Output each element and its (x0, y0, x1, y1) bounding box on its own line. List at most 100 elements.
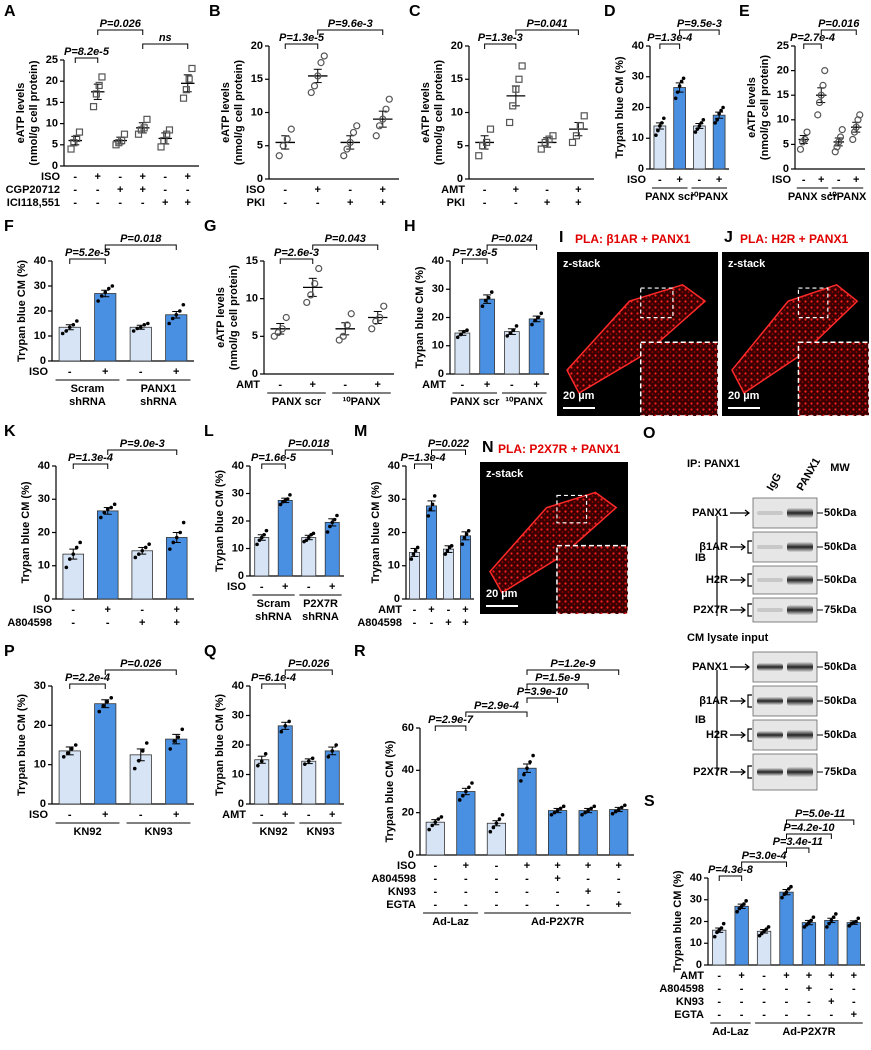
condition-label: KN93 (388, 886, 416, 898)
condition-sign: - (762, 1009, 766, 1021)
ip-label: IP: PANX1 (687, 458, 740, 470)
data-point (306, 759, 311, 764)
error-bar (483, 294, 492, 304)
condition-sign: + (783, 970, 789, 982)
band (757, 511, 783, 515)
data-point (679, 79, 684, 84)
cell-signal (566, 283, 707, 395)
data-point (549, 812, 554, 817)
condition-label: AMT (378, 604, 402, 616)
data-point (856, 916, 861, 921)
comparison-label: P=3.0e-4 (742, 850, 787, 862)
condition-sign: - (514, 197, 518, 209)
condition-sign: + (806, 983, 812, 995)
condition-sign: + (102, 366, 108, 378)
condition-sign: - (740, 1009, 744, 1021)
data-point (462, 329, 466, 334)
condition-sign: + (513, 184, 519, 196)
comparison-label: P=9.6e-3 (328, 18, 373, 30)
bar (165, 314, 188, 362)
data-point (275, 152, 283, 160)
condition-sign: + (173, 809, 179, 821)
data-point (580, 812, 584, 817)
condition-sign: - (495, 860, 499, 872)
condition-label: AMT (222, 809, 246, 821)
bar (94, 293, 117, 362)
data-point (525, 766, 529, 771)
data-point (701, 118, 706, 122)
band (757, 768, 783, 776)
data-point (303, 298, 311, 307)
condition-sign: - (447, 604, 451, 616)
comparison-bracket (69, 258, 106, 264)
data-point (60, 331, 65, 336)
condition-sign: - (464, 886, 468, 898)
condition-sign: - (283, 197, 287, 209)
comparison-bracket (104, 244, 177, 250)
data-point (807, 920, 811, 925)
data-point (552, 810, 557, 815)
y-tick-label: 25 (46, 54, 58, 66)
data-point (78, 540, 82, 545)
cell-signal (731, 283, 859, 395)
band (787, 605, 813, 615)
comparison-bracket (820, 29, 857, 35)
comparison-label: P=3.4e-11 (773, 836, 823, 848)
condition-sign: + (95, 171, 101, 183)
y-tick-label: 20 (777, 65, 789, 77)
data-point (136, 758, 141, 763)
data-point (304, 538, 309, 543)
zoom-box (556, 494, 588, 524)
y-tick-label: 0 (238, 798, 244, 810)
bar (779, 891, 794, 966)
condition-sign: - (433, 899, 437, 911)
data-point (719, 926, 724, 930)
data-point (315, 264, 323, 273)
condition-sign: - (430, 617, 434, 629)
data-point (310, 756, 315, 761)
group-label: KN92 (73, 826, 101, 838)
data-point (67, 145, 75, 153)
data-point (180, 727, 185, 732)
y-tick-label: 30 (34, 280, 46, 292)
condition-sign: + (310, 379, 316, 391)
comparison-label: P=1.3e-5 (279, 32, 325, 44)
data-point (311, 531, 316, 536)
condition-sign: + (554, 860, 560, 872)
y-tick-label: 60 (402, 722, 414, 734)
data-point (461, 793, 465, 798)
row-label: PANX1 (692, 661, 728, 673)
y-tick-label: 0 (783, 163, 789, 175)
condition-sign: - (96, 184, 100, 196)
data-point (815, 98, 824, 107)
y-tick-label: 20 (451, 40, 463, 52)
y-axis-label: Trypan blue CM (%) (384, 740, 396, 842)
data-point (677, 84, 682, 88)
y-tick-label: 10 (690, 937, 702, 949)
condition-sign: + (585, 860, 591, 872)
condition-label: AMT (680, 970, 704, 982)
data-point (109, 696, 114, 700)
group-label: PANX1 (141, 383, 177, 395)
comparison-label: P=9.5e-3 (677, 18, 722, 30)
band (757, 731, 783, 739)
y-axis-label: Trypan blue CM (%) (214, 470, 226, 572)
data-point (105, 699, 110, 704)
condition-sign: - (717, 970, 721, 982)
data-point (623, 803, 627, 808)
panel-letter: O (643, 425, 655, 442)
data-point (428, 507, 433, 512)
data-point (660, 121, 664, 125)
data-point (147, 542, 151, 546)
data-point (619, 805, 624, 810)
bar (609, 809, 629, 856)
condition-sign: - (139, 366, 143, 378)
data-point (264, 528, 269, 533)
error-bar (172, 733, 181, 745)
error-bar (276, 323, 285, 335)
bar (324, 750, 340, 805)
y-tick-label: 0 (238, 570, 244, 582)
data-point (334, 743, 338, 747)
condition-sign: + (463, 860, 469, 872)
